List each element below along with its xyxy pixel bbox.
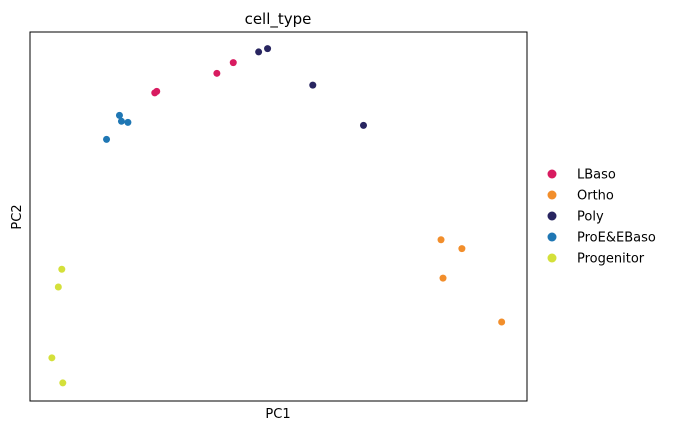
scatter-point	[58, 265, 66, 273]
scatter-point	[153, 87, 161, 95]
chart-title: cell_type	[245, 10, 312, 29]
y-axis-label: PC2	[10, 204, 25, 229]
scatter-point	[439, 274, 447, 282]
plot-area-frame	[29, 31, 528, 402]
scatter-point	[59, 379, 67, 387]
scatter-point	[117, 117, 125, 125]
legend-label: Ortho	[577, 189, 614, 204]
scatter-point	[437, 236, 445, 244]
legend-marker	[547, 253, 557, 263]
legend-item: Poly	[547, 210, 604, 225]
scatter-point	[359, 121, 367, 129]
scatter-point	[213, 69, 221, 77]
scatter-point	[229, 59, 237, 67]
legend-marker	[547, 232, 557, 242]
scatter-point	[124, 118, 132, 126]
points-layer	[48, 45, 506, 387]
scatter-point	[264, 45, 272, 53]
scatter-point	[498, 318, 506, 326]
legend-label: LBaso	[577, 168, 616, 183]
scatter-point	[48, 354, 56, 362]
scatter-point	[255, 48, 263, 56]
legend-label: ProE&EBaso	[577, 231, 656, 246]
legend-item: LBaso	[547, 168, 616, 183]
legend-label: Progenitor	[577, 252, 645, 267]
legend-marker	[547, 211, 557, 221]
legend: LBaso Ortho Poly ProE&EBaso Progenitor	[547, 168, 656, 267]
scatter-point	[309, 81, 317, 89]
legend-item: Progenitor	[547, 252, 645, 267]
scatter-point	[54, 283, 62, 291]
legend-label: Poly	[577, 210, 604, 225]
x-axis-label: PC1	[265, 407, 290, 422]
legend-marker	[547, 169, 557, 179]
legend-item: Ortho	[547, 189, 614, 204]
scatter-point	[115, 111, 123, 119]
legend-item: ProE&EBaso	[547, 231, 656, 246]
scatter-point	[103, 135, 111, 143]
legend-marker	[547, 190, 557, 200]
scatter-point	[458, 245, 466, 253]
